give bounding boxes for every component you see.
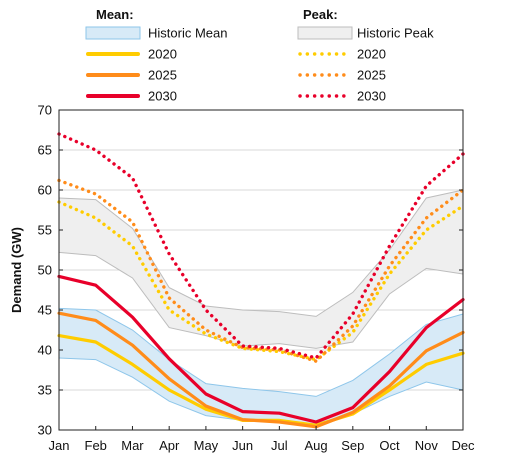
ytick-label: 50 [38,263,52,278]
legend-title-mean: Mean: [96,7,134,22]
ytick-label: 45 [38,303,52,318]
legend-swatch-historic-peak [297,26,353,40]
xtick-label: May [194,438,219,453]
legend-label-mean-2030: 2030 [148,89,177,104]
xtick-label: Mar [121,438,144,453]
legend-swatch-historic-mean [85,26,141,40]
legend-label-peak-historic-peak: Historic Peak [357,26,434,41]
axes: 30 35 40 45 50 55 60 65 70 Jan Feb Mar Apr May Jun Jul A… [9,103,475,454]
legend-label-peak-2020: 2020 [357,47,386,62]
band-peak [59,190,463,349]
ytick-label: 55 [38,223,52,238]
xtick-label: Feb [85,438,107,453]
xtick-label: Sep [341,438,364,453]
xtick-label: Jan [49,438,70,453]
legend-title-peak: Peak: [303,7,338,22]
xtick-label: Dec [451,438,475,453]
ytick-label: 40 [38,343,52,358]
xtick-label: Jul [271,438,288,453]
ytick-label: 35 [38,383,52,398]
series-mean-2025 [57,311,465,429]
xtick-label: Oct [379,438,400,453]
legend-label-peak-2025: 2025 [357,68,386,83]
xtick-label: Apr [159,438,180,453]
legend-label-mean-2025: 2025 [148,68,177,83]
ytick-label: 70 [38,103,52,118]
legend-label-mean-2020: 2020 [148,47,177,62]
series-mean-2030 [57,274,465,424]
legend-label-peak-2030: 2030 [357,89,386,104]
band-peak-upper-edge [58,189,464,317]
ytick-label: 30 [38,423,52,438]
xtick-label: Nov [415,438,439,453]
band-peak-lower-edge [58,251,464,349]
y-axis-label: Demand (GW) [9,227,24,313]
legend: Mean: Historic Mean 2020 2025 2030 Peak: Histo… [85,7,434,104]
series-lines [57,132,465,429]
band-mean-upper-edge [58,307,464,397]
series-peak-2020 [57,200,465,362]
xtick-label: Aug [305,438,328,453]
ytick-label: 65 [38,143,52,158]
xtick-label: Jun [232,438,253,453]
ytick-label: 60 [38,183,52,198]
legend-label-mean-historic-mean: Historic Mean [148,26,227,41]
series-peak-2025 [57,178,465,363]
series-peak-2030 [57,132,465,360]
